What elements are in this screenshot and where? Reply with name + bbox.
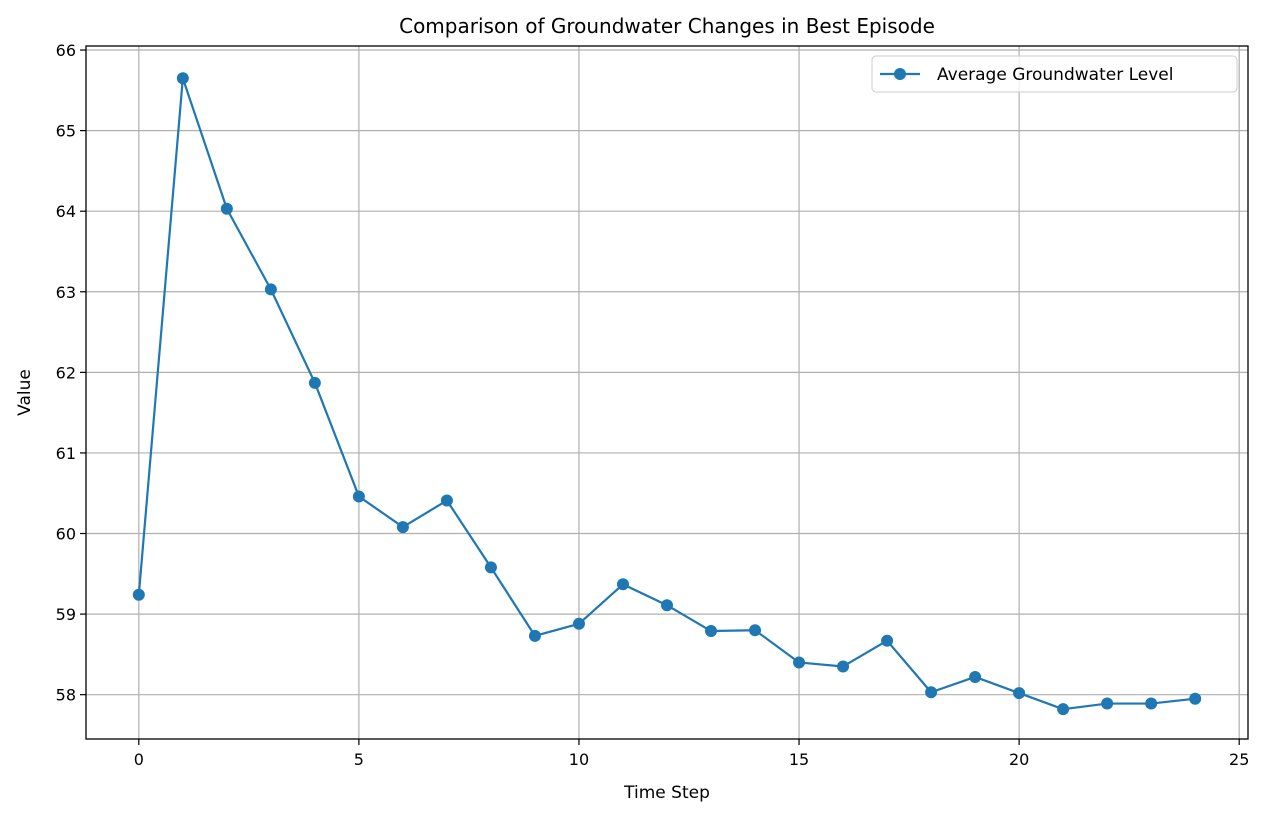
data-point xyxy=(925,686,938,699)
legend: Average Groundwater Level xyxy=(871,55,1238,93)
data-point xyxy=(1013,687,1026,700)
data-point xyxy=(881,634,894,647)
data-point xyxy=(352,490,365,503)
x-tick-label: 0 xyxy=(134,750,144,769)
x-axis-label: Time Step xyxy=(623,783,710,803)
y-tick-label: 65 xyxy=(56,122,76,141)
data-point xyxy=(969,670,982,683)
x-tick-label: 20 xyxy=(1009,750,1029,769)
data-point xyxy=(705,625,718,638)
x-tick-label: 5 xyxy=(354,750,364,769)
data-point xyxy=(1145,697,1158,710)
data-point xyxy=(264,283,277,296)
chart-title: Comparison of Groundwater Changes in Bes… xyxy=(399,14,935,38)
data-point xyxy=(308,376,321,389)
data-point xyxy=(837,660,850,673)
x-tick-label: 10 xyxy=(569,750,589,769)
legend-marker-sample xyxy=(894,68,906,80)
data-point xyxy=(484,561,497,574)
data-point xyxy=(440,494,453,507)
y-tick-label: 64 xyxy=(56,202,76,221)
data-point xyxy=(1189,692,1202,705)
y-tick-label: 66 xyxy=(56,41,76,60)
grid xyxy=(86,46,1248,739)
data-point xyxy=(220,202,233,215)
data-point xyxy=(793,656,806,669)
x-tick-label: 15 xyxy=(789,750,809,769)
data-point xyxy=(1057,703,1070,716)
y-tick-label: 62 xyxy=(56,363,76,382)
legend-label: Average Groundwater Level xyxy=(937,65,1173,85)
y-tick-label: 59 xyxy=(56,605,76,624)
data-point xyxy=(1101,697,1114,710)
y-tick-label: 61 xyxy=(56,444,76,463)
series-layer xyxy=(132,72,1202,716)
ticks: 0 5 10 15 20 25 58 59 60 61 62 63 64 65 66 xyxy=(56,41,1250,769)
data-point xyxy=(749,624,762,637)
data-point xyxy=(176,72,189,85)
x-tick-label: 25 xyxy=(1229,750,1249,769)
legend-box xyxy=(871,55,1238,93)
data-point xyxy=(616,578,629,591)
data-point xyxy=(661,599,673,612)
axes-frame xyxy=(85,45,1249,740)
data-point xyxy=(396,521,409,534)
data-point xyxy=(132,588,145,601)
y-tick-label: 58 xyxy=(56,686,76,705)
y-tick-label: 63 xyxy=(56,283,76,302)
data-point xyxy=(572,617,585,630)
y-tick-label: 60 xyxy=(56,525,76,544)
y-axis-label: Value xyxy=(15,369,35,416)
data-point xyxy=(528,629,541,642)
